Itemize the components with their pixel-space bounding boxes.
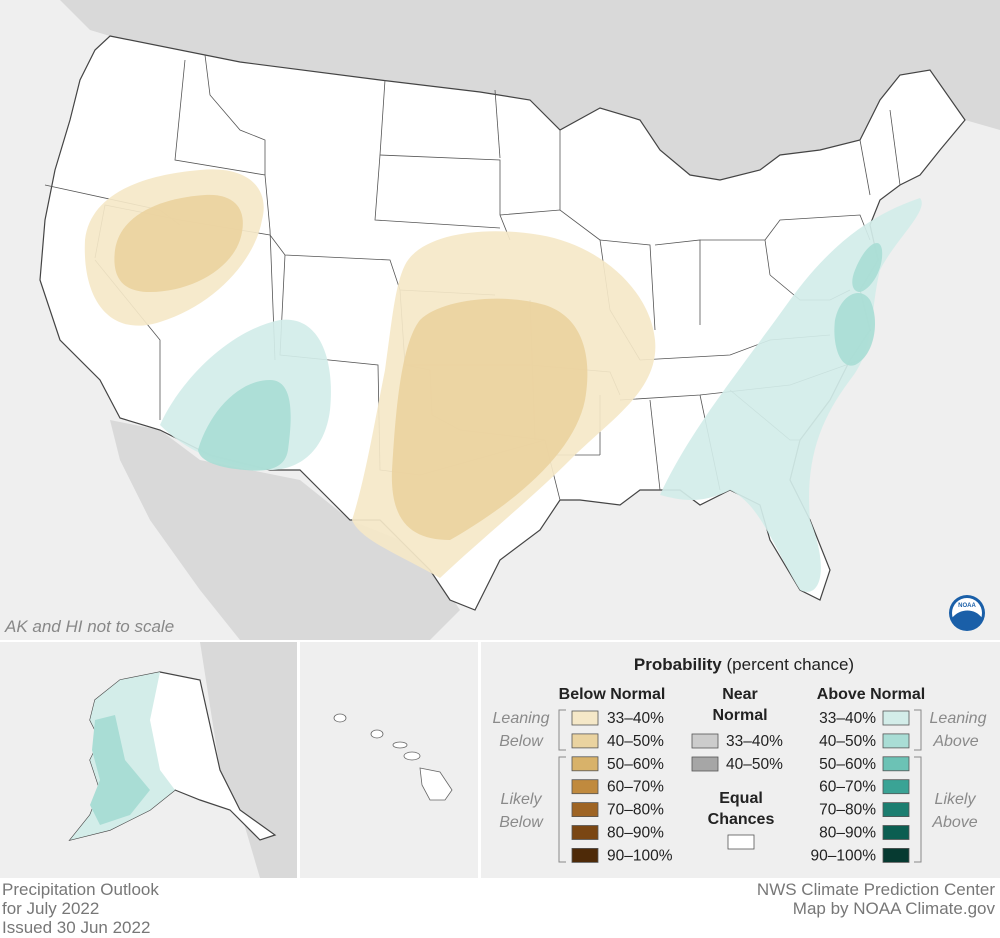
legend-near-header-2: Normal xyxy=(712,707,767,724)
legend-below-items: 33–40% 40–50% 50–60% 60–70% 70–80% 80–90% 90–1… xyxy=(571,710,673,864)
map-title-line-3: Issued 30 Jun 2022 xyxy=(2,918,150,937)
legend-above-likely-1: Likely xyxy=(935,791,977,808)
legend-below-swatch xyxy=(571,802,599,817)
map-credit-line-1: NWS Climate Prediction Center xyxy=(757,880,995,899)
legend-equal-1: Equal xyxy=(719,790,763,807)
legend-above-likely-bracket xyxy=(914,756,922,863)
legend-below-leaning-bracket xyxy=(558,709,566,751)
legend-above-label: 70–80% xyxy=(819,802,876,819)
legend-above-label: 50–60% xyxy=(819,756,876,773)
legend-below-label: 70–80% xyxy=(607,802,664,819)
legend-below-label: 90–100% xyxy=(607,847,673,864)
legend-heading-bold: Probability xyxy=(634,655,722,674)
legend-near-swatch xyxy=(691,733,719,749)
legend-below-label: 80–90% xyxy=(607,825,664,842)
legend-above-label: 40–50% xyxy=(819,733,876,750)
legend-below-leaning-1: Leaning xyxy=(493,710,550,727)
legend-near-swatch xyxy=(691,756,719,772)
legend-above-label: 33–40% xyxy=(819,710,876,727)
legend-below-likely-bracket xyxy=(558,756,566,863)
legend-above-header: Above Normal xyxy=(817,686,925,703)
legend-below-swatch xyxy=(571,756,599,772)
below-40-50-west xyxy=(114,194,243,292)
legend-above-label: 90–100% xyxy=(810,847,876,864)
noaa-logo-text: NOAA xyxy=(958,603,976,609)
below-normal-regions xyxy=(84,169,656,578)
above-normal-regions xyxy=(160,198,922,592)
legend-above-swatch xyxy=(882,779,910,795)
legend-below-likely-2: Below xyxy=(499,814,544,831)
legend-above-leaning-2: Above xyxy=(932,733,978,750)
legend-above-swatch xyxy=(882,710,910,726)
legend-below-label: 40–50% xyxy=(607,733,664,750)
legend-below-label: 60–70% xyxy=(607,779,664,796)
legend-below-swatch xyxy=(571,848,599,863)
legend-heading-rest: (percent chance) xyxy=(727,655,855,674)
map-title-line-1: Precipitation Outlook xyxy=(2,880,159,899)
legend-above-label: 80–90% xyxy=(819,825,876,842)
legend-below-swatch xyxy=(571,779,599,795)
hawaii-panel xyxy=(300,642,478,878)
alaska-above-40-50 xyxy=(90,715,150,825)
legend-above-swatch xyxy=(882,825,910,840)
above-40-50-mid-atlantic xyxy=(852,242,883,292)
noaa-logo: NOAA xyxy=(949,595,985,631)
legend-below-swatch xyxy=(571,733,599,749)
legend-below-label: 33–40% xyxy=(607,710,664,727)
legend-heading: Probability (percent chance) xyxy=(634,655,854,674)
legend-above-swatch xyxy=(882,756,910,772)
legend-near-items: 33–40% 40–50% xyxy=(691,733,783,773)
above-40-50-southwest xyxy=(198,380,291,471)
legend-above-leaning-bracket xyxy=(914,709,922,751)
hawaii-islands xyxy=(333,713,453,801)
legend-above-swatch xyxy=(882,733,910,749)
mexico-land xyxy=(110,420,460,640)
legend-near-header-1: Near xyxy=(722,686,758,703)
legend-above-items: 33–40% 40–50% 50–60% 60–70% 70–80% 80–90% 90–1… xyxy=(810,710,910,864)
legend-below-header: Below Normal xyxy=(559,686,666,703)
map-title-line-2: for July 2022 xyxy=(2,899,99,918)
legend-equal-2: Chances xyxy=(708,811,775,828)
canada-yukon-land xyxy=(200,642,297,878)
map-credit-line-2: Map by NOAA Climate.gov xyxy=(793,899,996,918)
legend-above-swatch xyxy=(882,848,910,863)
below-40-50-central xyxy=(391,298,588,540)
legend-near-label: 33–40% xyxy=(726,733,783,750)
legend-above-leaning-1: Leaning xyxy=(930,710,987,727)
canada-land xyxy=(60,0,1000,180)
legend-equal-swatch xyxy=(727,834,755,850)
legend-above-label: 60–70% xyxy=(819,779,876,796)
legend-below-label: 50–60% xyxy=(607,756,664,773)
scale-note: AK and HI not to scale xyxy=(4,617,174,636)
legend-below-swatch xyxy=(571,710,599,726)
legend-above-swatch xyxy=(882,802,910,817)
above-40-50-east xyxy=(834,292,875,366)
legend-above-likely-2: Above xyxy=(931,814,977,831)
legend-below-swatch xyxy=(571,825,599,840)
legend-near-label: 40–50% xyxy=(726,756,783,773)
legend-below-likely-1: Likely xyxy=(501,791,543,808)
legend-below-leaning-2: Below xyxy=(499,733,544,750)
